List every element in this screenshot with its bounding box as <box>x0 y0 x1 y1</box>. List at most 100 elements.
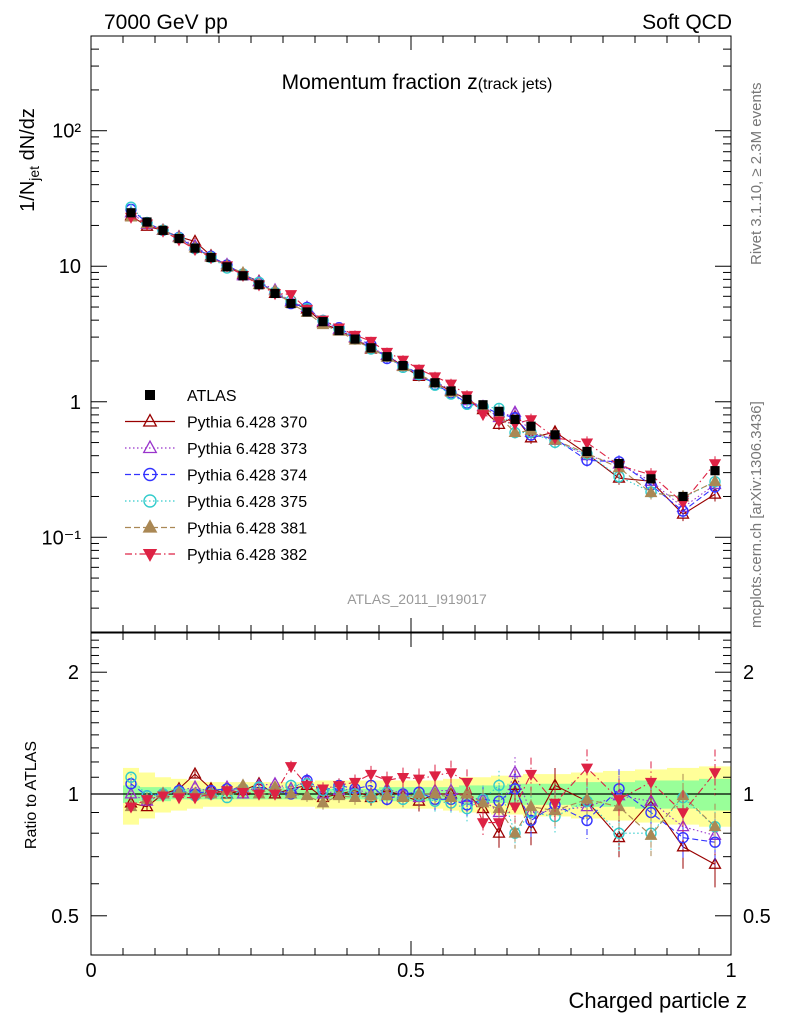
atlas-point <box>142 217 152 227</box>
ratio-point <box>188 766 202 779</box>
ratio-y-tick-label-right: 1 <box>743 784 754 806</box>
legend-label: Pythia 6.428 375 <box>187 494 307 511</box>
legend-label: ATLAS <box>187 388 237 405</box>
atlas-point <box>494 406 504 416</box>
atlas-point <box>334 326 344 336</box>
data-point <box>708 486 722 499</box>
atlas-point <box>270 288 280 299</box>
ratio-point <box>644 828 658 840</box>
ratio-point <box>708 768 722 780</box>
ratio-y-tick-label-right: 0.5 <box>743 906 771 928</box>
legend-label: Pythia 6.428 382 <box>187 547 307 564</box>
y-label-post: dN/dz <box>17 108 39 166</box>
x-axis-label: Charged particle z <box>568 988 747 1013</box>
atlas-point <box>206 252 216 263</box>
data-point <box>580 438 594 450</box>
plot-title-variable: z <box>467 71 478 94</box>
ratio-point <box>316 784 330 796</box>
ratio-plot-area <box>91 749 731 888</box>
ratio-panel: 0.5 0.5 1 1 2 2 Ratio to ATLAS <box>23 632 771 956</box>
ratio-point <box>364 769 378 781</box>
legend-entry: Pythia 6.428 382 <box>125 547 307 564</box>
atlas-point <box>174 233 184 244</box>
legend-entry: Pythia 6.428 373 <box>125 439 307 458</box>
legend-label: Pythia 6.428 370 <box>187 415 307 432</box>
legend-label: Pythia 6.428 373 <box>187 441 307 458</box>
ratio-point <box>364 788 378 801</box>
plot-title-main: Momentum fraction <box>282 71 468 94</box>
ratio-point <box>524 769 538 781</box>
ratio-point <box>140 795 154 807</box>
ratio-point <box>708 819 722 832</box>
legend-label: Pythia 6.428 381 <box>187 521 307 538</box>
ratio-y-tick-labels: 0.5 0.5 1 1 2 2 <box>51 662 771 928</box>
ratio-point <box>300 781 314 793</box>
ratio-point <box>204 789 218 801</box>
atlas-point <box>126 208 136 218</box>
ratio-point <box>612 795 626 807</box>
ratio-point <box>492 825 506 838</box>
ratio-point <box>268 789 282 801</box>
ratio-point <box>236 788 250 800</box>
series-ratio-6 <box>124 749 722 838</box>
main-plot-area <box>124 201 722 522</box>
legend: ATLAS Pythia 6.428 370 Pythia 6.428 373 Pyt… <box>125 388 307 564</box>
ratio-point <box>444 768 458 780</box>
main-panel: 10⁻¹ 1 10 10² Momentum fraction z(track jet… <box>17 35 732 633</box>
ratio-point <box>708 857 722 869</box>
legend-entry: Pythia 6.428 375 <box>125 494 307 511</box>
series-line <box>130 212 716 509</box>
atlas-point <box>614 458 624 469</box>
ratio-point <box>348 777 362 789</box>
ratio-point <box>125 771 137 783</box>
series-ratio-line <box>130 765 716 824</box>
series-ratio-line <box>130 776 716 835</box>
atlas-point <box>350 334 360 344</box>
atlas-point <box>190 243 200 253</box>
y-tick-label: 1 <box>70 392 81 414</box>
ratio-point <box>644 777 658 789</box>
side-mcplots-label: mcplots.cern.ch [arXiv:1306.3436] <box>748 401 765 628</box>
x-tick-label: 0.5 <box>397 960 425 982</box>
ratio-point <box>444 790 458 802</box>
legend-marker <box>142 519 158 533</box>
ratio-point <box>348 790 362 802</box>
legend-entry: Pythia 6.428 381 <box>125 519 307 538</box>
data-point <box>708 474 722 487</box>
header-right: Soft QCD <box>642 11 732 34</box>
data-point <box>364 336 378 348</box>
data-point <box>508 425 522 438</box>
ratio-point <box>508 802 522 814</box>
atlas-point <box>582 446 592 457</box>
atlas-point <box>318 317 328 327</box>
legend-entry: ATLAS <box>145 388 237 405</box>
plot-title-subscript: (track jets) <box>478 76 553 93</box>
ratio-point <box>460 786 474 799</box>
ratio-point <box>548 798 562 810</box>
ratio-y-tick-label-right: 2 <box>743 662 754 684</box>
atlas-point <box>646 474 656 484</box>
series-atlas <box>126 208 720 502</box>
atlas-point <box>286 299 296 309</box>
legend-marker <box>142 413 158 427</box>
y-tick-label: 10 <box>59 256 81 278</box>
side-rivet-label: Rivet 3.1.10, ≥ 2.3M events <box>748 83 765 266</box>
ratio-point <box>188 793 202 805</box>
ratio-point <box>284 762 298 774</box>
atlas-point <box>302 307 312 317</box>
ratio-point <box>220 786 234 798</box>
ratio-point <box>380 788 394 801</box>
atlas-point <box>222 262 232 272</box>
atlas-point <box>366 343 376 353</box>
atlas-point <box>414 369 424 379</box>
atlas-point <box>678 491 688 502</box>
ratio-axis-ticks <box>90 632 732 956</box>
ratio-point <box>380 776 394 788</box>
data-point <box>492 416 506 428</box>
y-tick-label: 10⁻¹ <box>42 527 82 549</box>
ratio-point <box>396 790 410 802</box>
legend-marker <box>145 390 155 400</box>
ratio-y-tick-label: 0.5 <box>51 906 79 928</box>
atlas-point <box>462 394 472 405</box>
